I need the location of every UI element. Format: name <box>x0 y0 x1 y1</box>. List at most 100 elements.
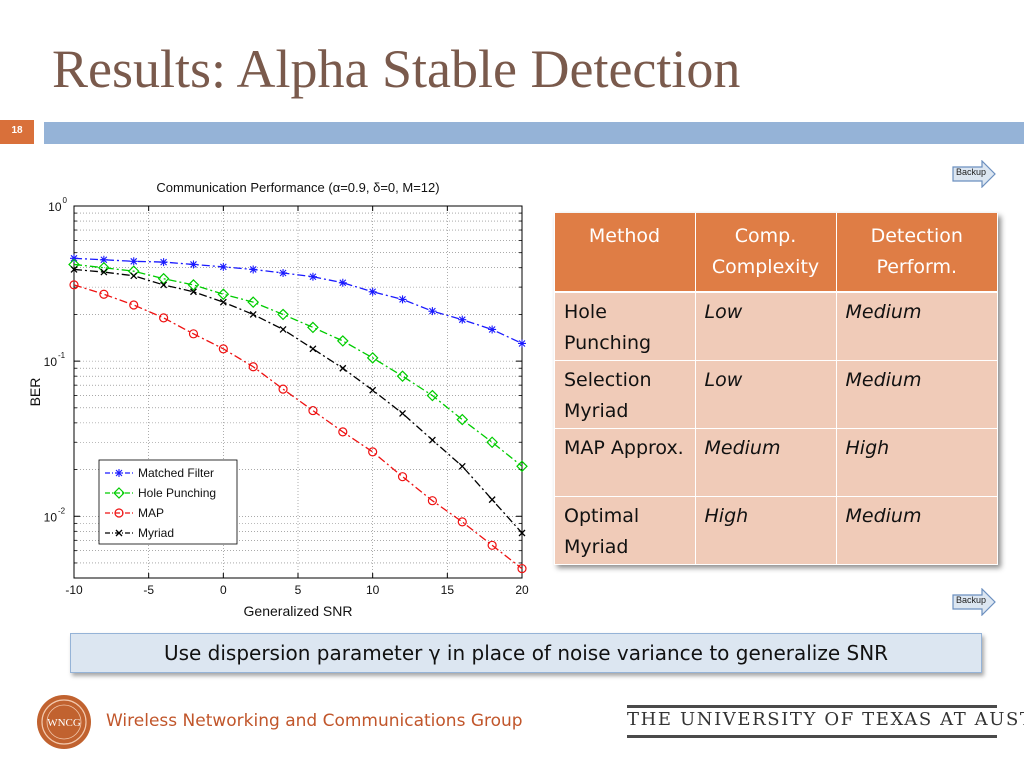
data-point-circle <box>69 280 79 290</box>
wncg-logo-text: WNCG <box>47 717 81 729</box>
chart-legend <box>98 459 238 545</box>
data-point-diamond <box>396 370 409 383</box>
y-tick-label: 10 <box>44 510 58 524</box>
data-point-diamond <box>516 460 528 473</box>
data-point-x <box>518 529 526 537</box>
data-point-x <box>160 281 168 289</box>
table-header-row: Method Comp. Complexity Detection Perfor… <box>554 213 998 293</box>
data-point-x <box>100 268 108 276</box>
data-point-x <box>219 298 227 306</box>
table-cell-detection: Medium <box>835 360 998 429</box>
data-point-circle <box>278 384 288 394</box>
data-point-x <box>309 345 317 353</box>
table-cell-detection: Medium <box>835 496 998 565</box>
data-point-circle <box>248 362 258 372</box>
table-cell-complexity: High <box>694 496 837 565</box>
data-point-circle <box>368 447 378 457</box>
data-point-diamond <box>336 335 349 347</box>
series-myriad <box>70 265 526 537</box>
data-point-diamond <box>366 351 379 364</box>
data-point-star <box>159 258 168 267</box>
backup-label: Backup <box>955 595 987 605</box>
table-row: MAP Approx. Medium High <box>554 428 998 497</box>
comparison-table: Method Comp. Complexity Detection Perfor… <box>554 213 998 565</box>
data-point-circle <box>427 496 437 506</box>
table-cell-complexity: Medium <box>694 428 837 497</box>
data-point-star <box>279 268 288 277</box>
slide-title: Results: Alpha Stable Detection <box>52 39 741 99</box>
data-point-x <box>115 529 123 537</box>
page-number-badge: 18 <box>0 120 34 144</box>
x-tick-label: 15 <box>441 583 455 597</box>
series-line <box>73 284 523 570</box>
table-cell-detection: Medium <box>835 291 998 361</box>
data-point-diamond <box>277 308 289 321</box>
x-axis-label: Generalized SNR <box>244 603 353 618</box>
table-row: Optimal Myriad High Medium <box>554 496 998 565</box>
data-point-diamond <box>307 321 319 334</box>
legend-entry-label: MAP <box>138 506 164 520</box>
data-point-star <box>189 260 198 269</box>
data-point-circle <box>114 508 124 518</box>
data-point-x <box>458 462 466 470</box>
x-tick-label: 0 <box>220 583 227 597</box>
data-point-x <box>279 326 287 333</box>
table-header-complexity: Comp. Complexity <box>695 213 837 293</box>
data-point-x <box>369 386 377 394</box>
table-cell-method: MAP Approx. <box>554 428 696 497</box>
data-point-star <box>70 254 78 263</box>
series-line <box>73 268 523 534</box>
data-point-x <box>249 310 257 318</box>
legend-entry-label: Hole Punching <box>138 486 216 500</box>
series-hole-punching <box>68 258 528 473</box>
data-point-star <box>129 257 138 266</box>
backup-label: Backup <box>955 167 987 177</box>
data-point-circle <box>397 472 408 482</box>
data-point-circle <box>308 405 318 416</box>
footer-group-name: Wireless Networking and Communications G… <box>106 711 523 731</box>
series-matched-filter <box>70 254 526 348</box>
x-tick-label: -10 <box>65 583 83 597</box>
data-point-circle <box>159 313 169 323</box>
data-point-diamond <box>113 487 125 499</box>
data-point-star <box>368 287 377 296</box>
data-point-diamond <box>187 279 200 291</box>
data-point-x <box>70 265 78 273</box>
data-point-x <box>339 364 347 372</box>
data-point-x <box>399 409 406 417</box>
data-point-x <box>488 496 496 504</box>
x-tick-label: 20 <box>515 583 529 597</box>
data-point-diamond <box>157 272 170 285</box>
data-point-star <box>518 339 526 348</box>
title-underline-bar <box>44 122 1024 144</box>
y-tick-exponent: -1 <box>58 351 66 360</box>
data-point-star <box>308 272 317 281</box>
y-tick-label: 10 <box>44 355 58 369</box>
legend-entry-label: Myriad <box>138 526 174 540</box>
data-point-diamond <box>217 288 230 301</box>
y-tick-exponent: 0 <box>63 196 68 205</box>
table-header-method: Method <box>554 213 696 293</box>
footer-rule-bottom <box>627 735 997 738</box>
data-point-star <box>249 265 258 274</box>
backup-link-bottom[interactable]: Backup <box>952 588 996 616</box>
y-tick-label: 10 <box>48 200 62 214</box>
data-point-diamond <box>426 389 439 402</box>
data-point-star <box>115 469 123 477</box>
data-point-x <box>428 436 436 444</box>
data-point-circle <box>457 517 467 527</box>
data-point-star <box>219 262 228 271</box>
data-point-circle <box>99 289 109 299</box>
table-cell-method: Optimal Myriad <box>554 496 696 565</box>
backup-link-top[interactable]: Backup <box>952 160 996 188</box>
x-tick-label: -5 <box>143 583 154 597</box>
footer-rule-top <box>627 705 997 708</box>
data-point-star <box>428 307 437 316</box>
data-point-circle <box>517 563 527 574</box>
footer-university-name: THE UNIVERSITY OF TEXAS AT AUSTIN <box>627 709 1024 730</box>
data-point-star <box>398 295 407 304</box>
y-tick-exponent: -2 <box>58 506 66 515</box>
table-header-detection: Detection Perform. <box>836 213 998 293</box>
x-tick-label: 10 <box>366 583 380 597</box>
